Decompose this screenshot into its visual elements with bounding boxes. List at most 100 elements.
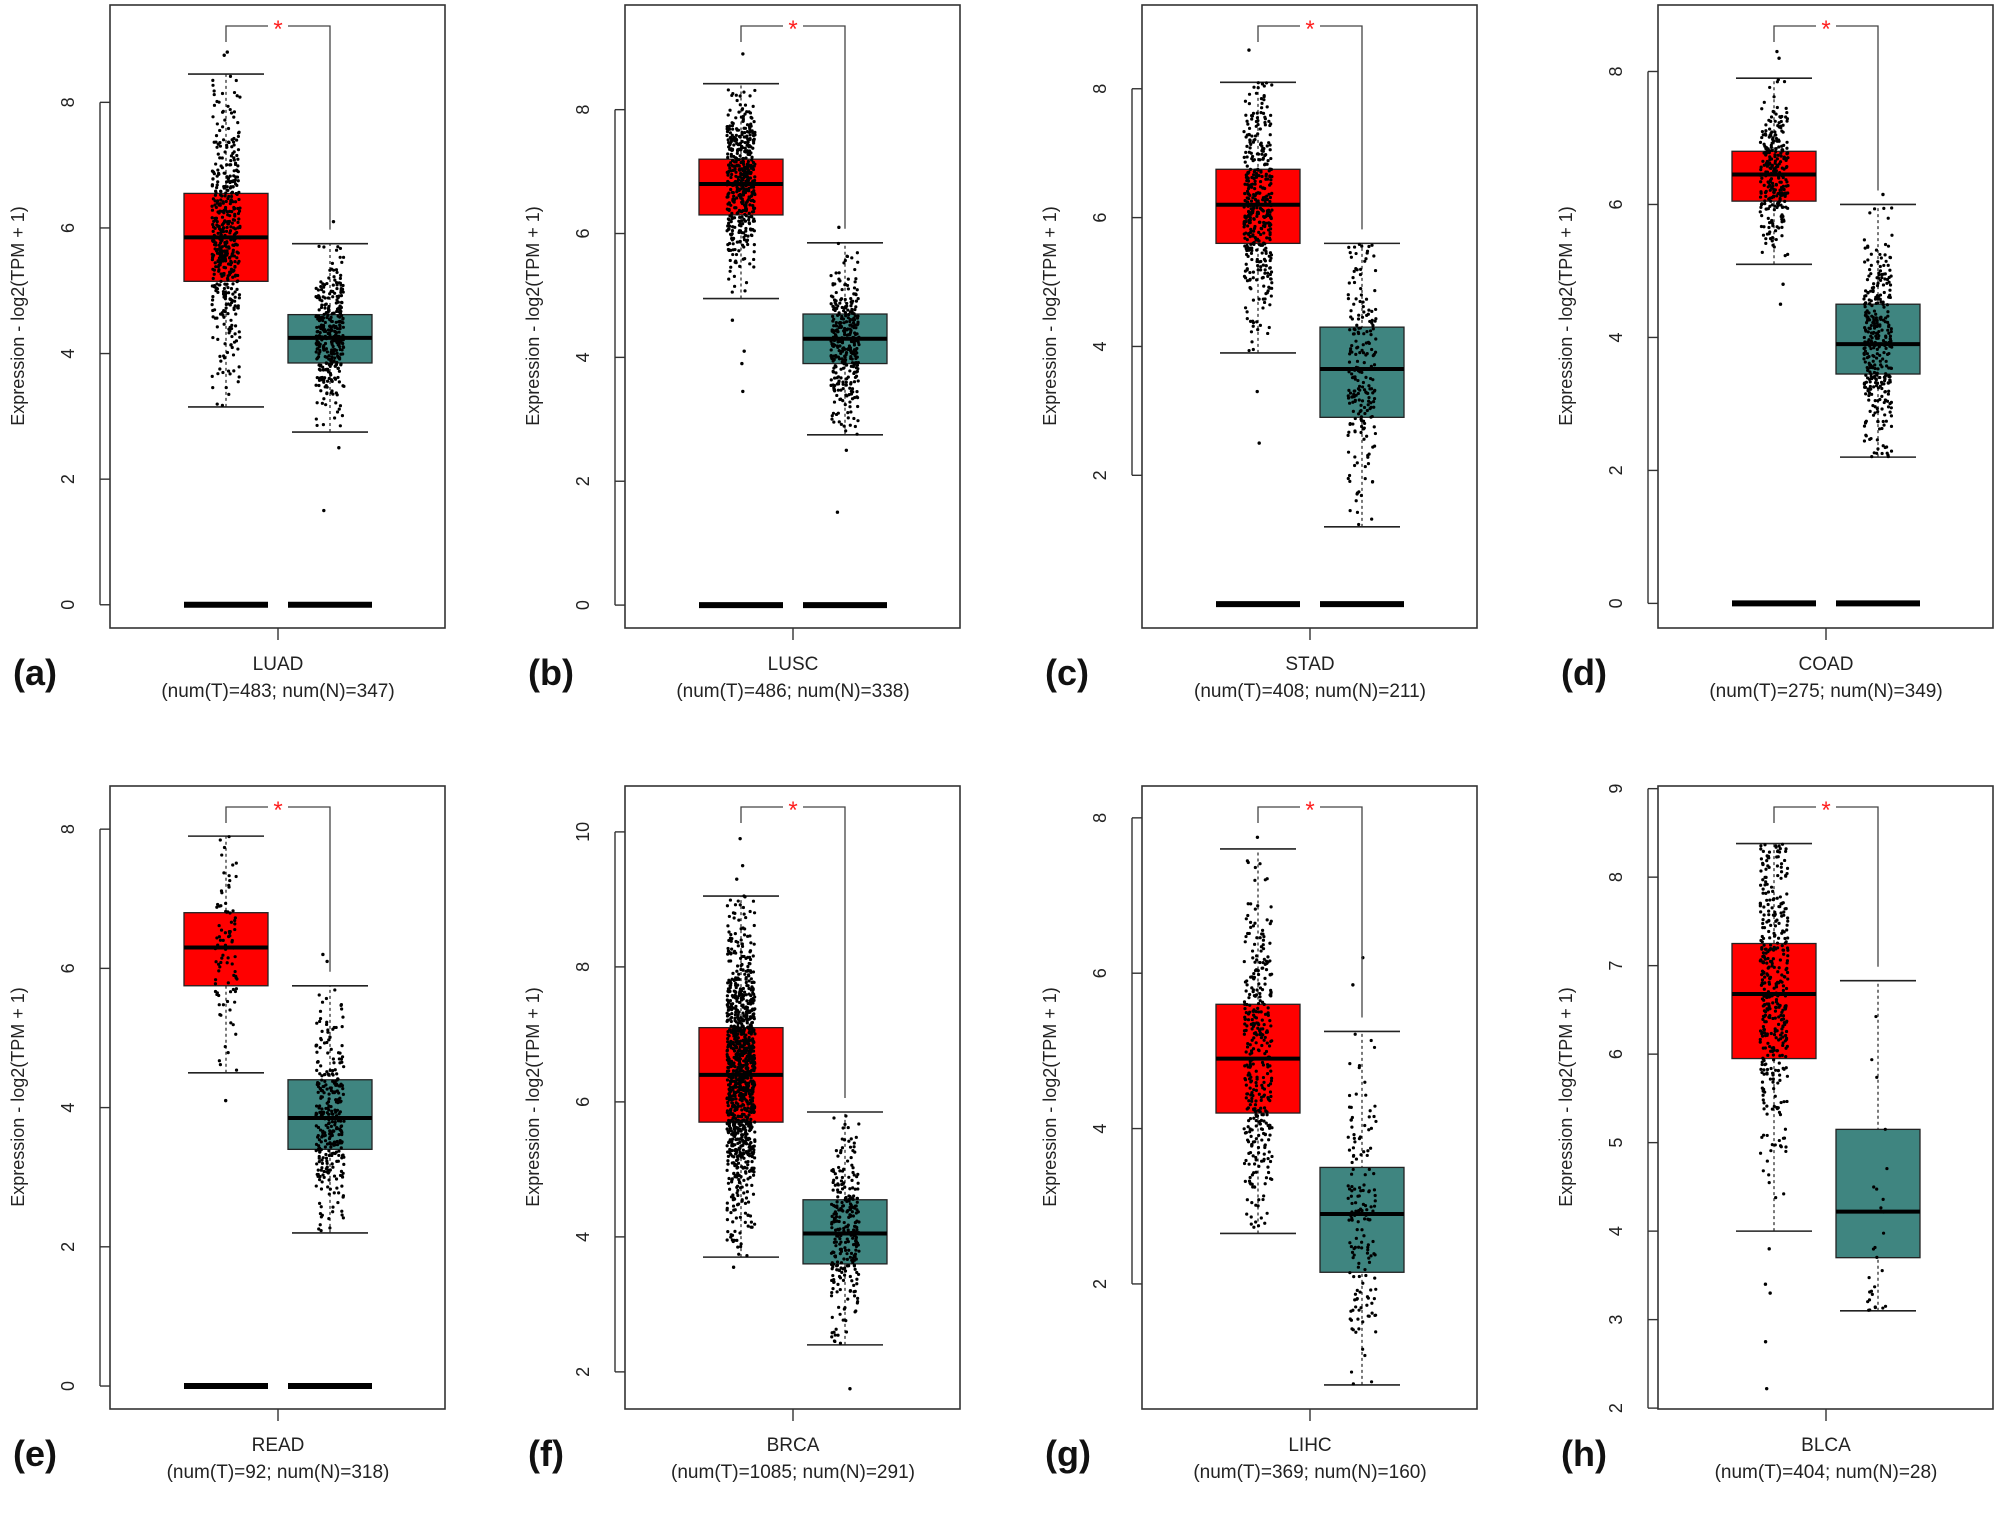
data-point	[736, 1036, 739, 1039]
data-point	[855, 375, 858, 378]
data-point	[1368, 342, 1371, 345]
data-point	[836, 1334, 839, 1337]
data-point	[851, 1261, 854, 1264]
data-point	[838, 420, 841, 423]
data-point	[732, 195, 735, 198]
data-point	[227, 291, 230, 294]
data-point	[235, 862, 238, 865]
data-point	[731, 191, 734, 194]
data-point	[844, 403, 847, 406]
data-point	[234, 200, 237, 203]
data-point	[234, 162, 237, 165]
y-tick-label: 4	[58, 1103, 78, 1113]
data-point	[749, 1118, 752, 1121]
data-point	[742, 1157, 745, 1160]
data-point	[342, 1216, 345, 1219]
data-point	[1876, 321, 1879, 324]
data-point	[1774, 159, 1777, 162]
data-point	[1347, 431, 1350, 434]
data-point	[727, 164, 730, 167]
data-point	[326, 1051, 329, 1054]
data-point	[746, 1062, 749, 1065]
data-point	[753, 911, 756, 914]
data-point	[222, 1003, 225, 1006]
data-point	[1268, 211, 1271, 214]
data-point	[1247, 996, 1250, 999]
data-point	[1252, 241, 1255, 244]
data-point	[746, 935, 749, 938]
data-point	[324, 1134, 327, 1137]
data-point	[316, 330, 319, 333]
data-point	[1777, 78, 1780, 81]
data-point	[335, 1160, 338, 1163]
data-point	[1373, 425, 1376, 428]
data-point	[741, 169, 744, 172]
data-point	[1257, 81, 1260, 84]
data-point	[728, 209, 731, 212]
data-point	[751, 1021, 754, 1024]
data-point	[1354, 353, 1357, 356]
data-point	[1879, 385, 1882, 388]
data-point	[1269, 148, 1272, 151]
data-point	[850, 351, 853, 354]
data-point	[1244, 161, 1247, 164]
data-point	[327, 328, 330, 331]
data-point	[732, 155, 735, 158]
data-point	[319, 1064, 322, 1067]
data-point	[1878, 376, 1881, 379]
data-point	[743, 990, 746, 993]
data-point	[1372, 406, 1375, 409]
data-point	[1248, 102, 1251, 105]
outlier-point	[325, 960, 328, 963]
data-point	[1887, 217, 1890, 220]
data-point	[726, 1070, 729, 1073]
data-point	[1776, 124, 1779, 127]
data-point	[738, 220, 741, 223]
data-point	[213, 286, 216, 289]
data-point	[854, 1290, 857, 1293]
data-point	[751, 1090, 754, 1093]
data-point	[222, 226, 225, 229]
data-point	[737, 1066, 740, 1069]
data-point	[839, 1342, 842, 1345]
data-point	[850, 1156, 853, 1159]
data-point	[836, 1290, 839, 1293]
data-point	[1264, 259, 1267, 262]
data-point	[1870, 253, 1873, 256]
data-point	[1367, 403, 1370, 406]
data-point	[1786, 151, 1789, 154]
data-point	[223, 294, 226, 297]
data-point	[233, 919, 236, 922]
data-point	[1868, 268, 1871, 271]
data-point	[850, 1137, 853, 1140]
data-point	[1887, 390, 1890, 393]
data-point	[1769, 132, 1772, 135]
data-point	[1373, 397, 1376, 400]
data-point	[744, 227, 747, 230]
data-point	[329, 372, 332, 375]
data-point	[225, 249, 228, 252]
data-point	[224, 259, 227, 262]
data-point	[1882, 264, 1885, 267]
data-point	[1362, 310, 1365, 313]
data-point	[853, 292, 856, 295]
data-point	[745, 135, 748, 138]
data-point	[733, 1038, 736, 1041]
data-point	[231, 252, 234, 255]
data-point	[745, 1254, 748, 1257]
data-point	[726, 1033, 729, 1036]
data-point	[235, 875, 238, 878]
data-point	[735, 1148, 738, 1151]
data-point	[224, 194, 227, 197]
data-point	[742, 1125, 745, 1128]
data-point	[1246, 165, 1249, 168]
data-point	[1866, 291, 1869, 294]
data-point	[1371, 415, 1374, 418]
data-point	[750, 1184, 753, 1187]
data-point	[739, 147, 742, 150]
data-point	[233, 1001, 236, 1004]
data-point	[1348, 474, 1351, 477]
data-point	[736, 1245, 739, 1248]
data-point	[214, 191, 217, 194]
data-point	[841, 306, 844, 309]
